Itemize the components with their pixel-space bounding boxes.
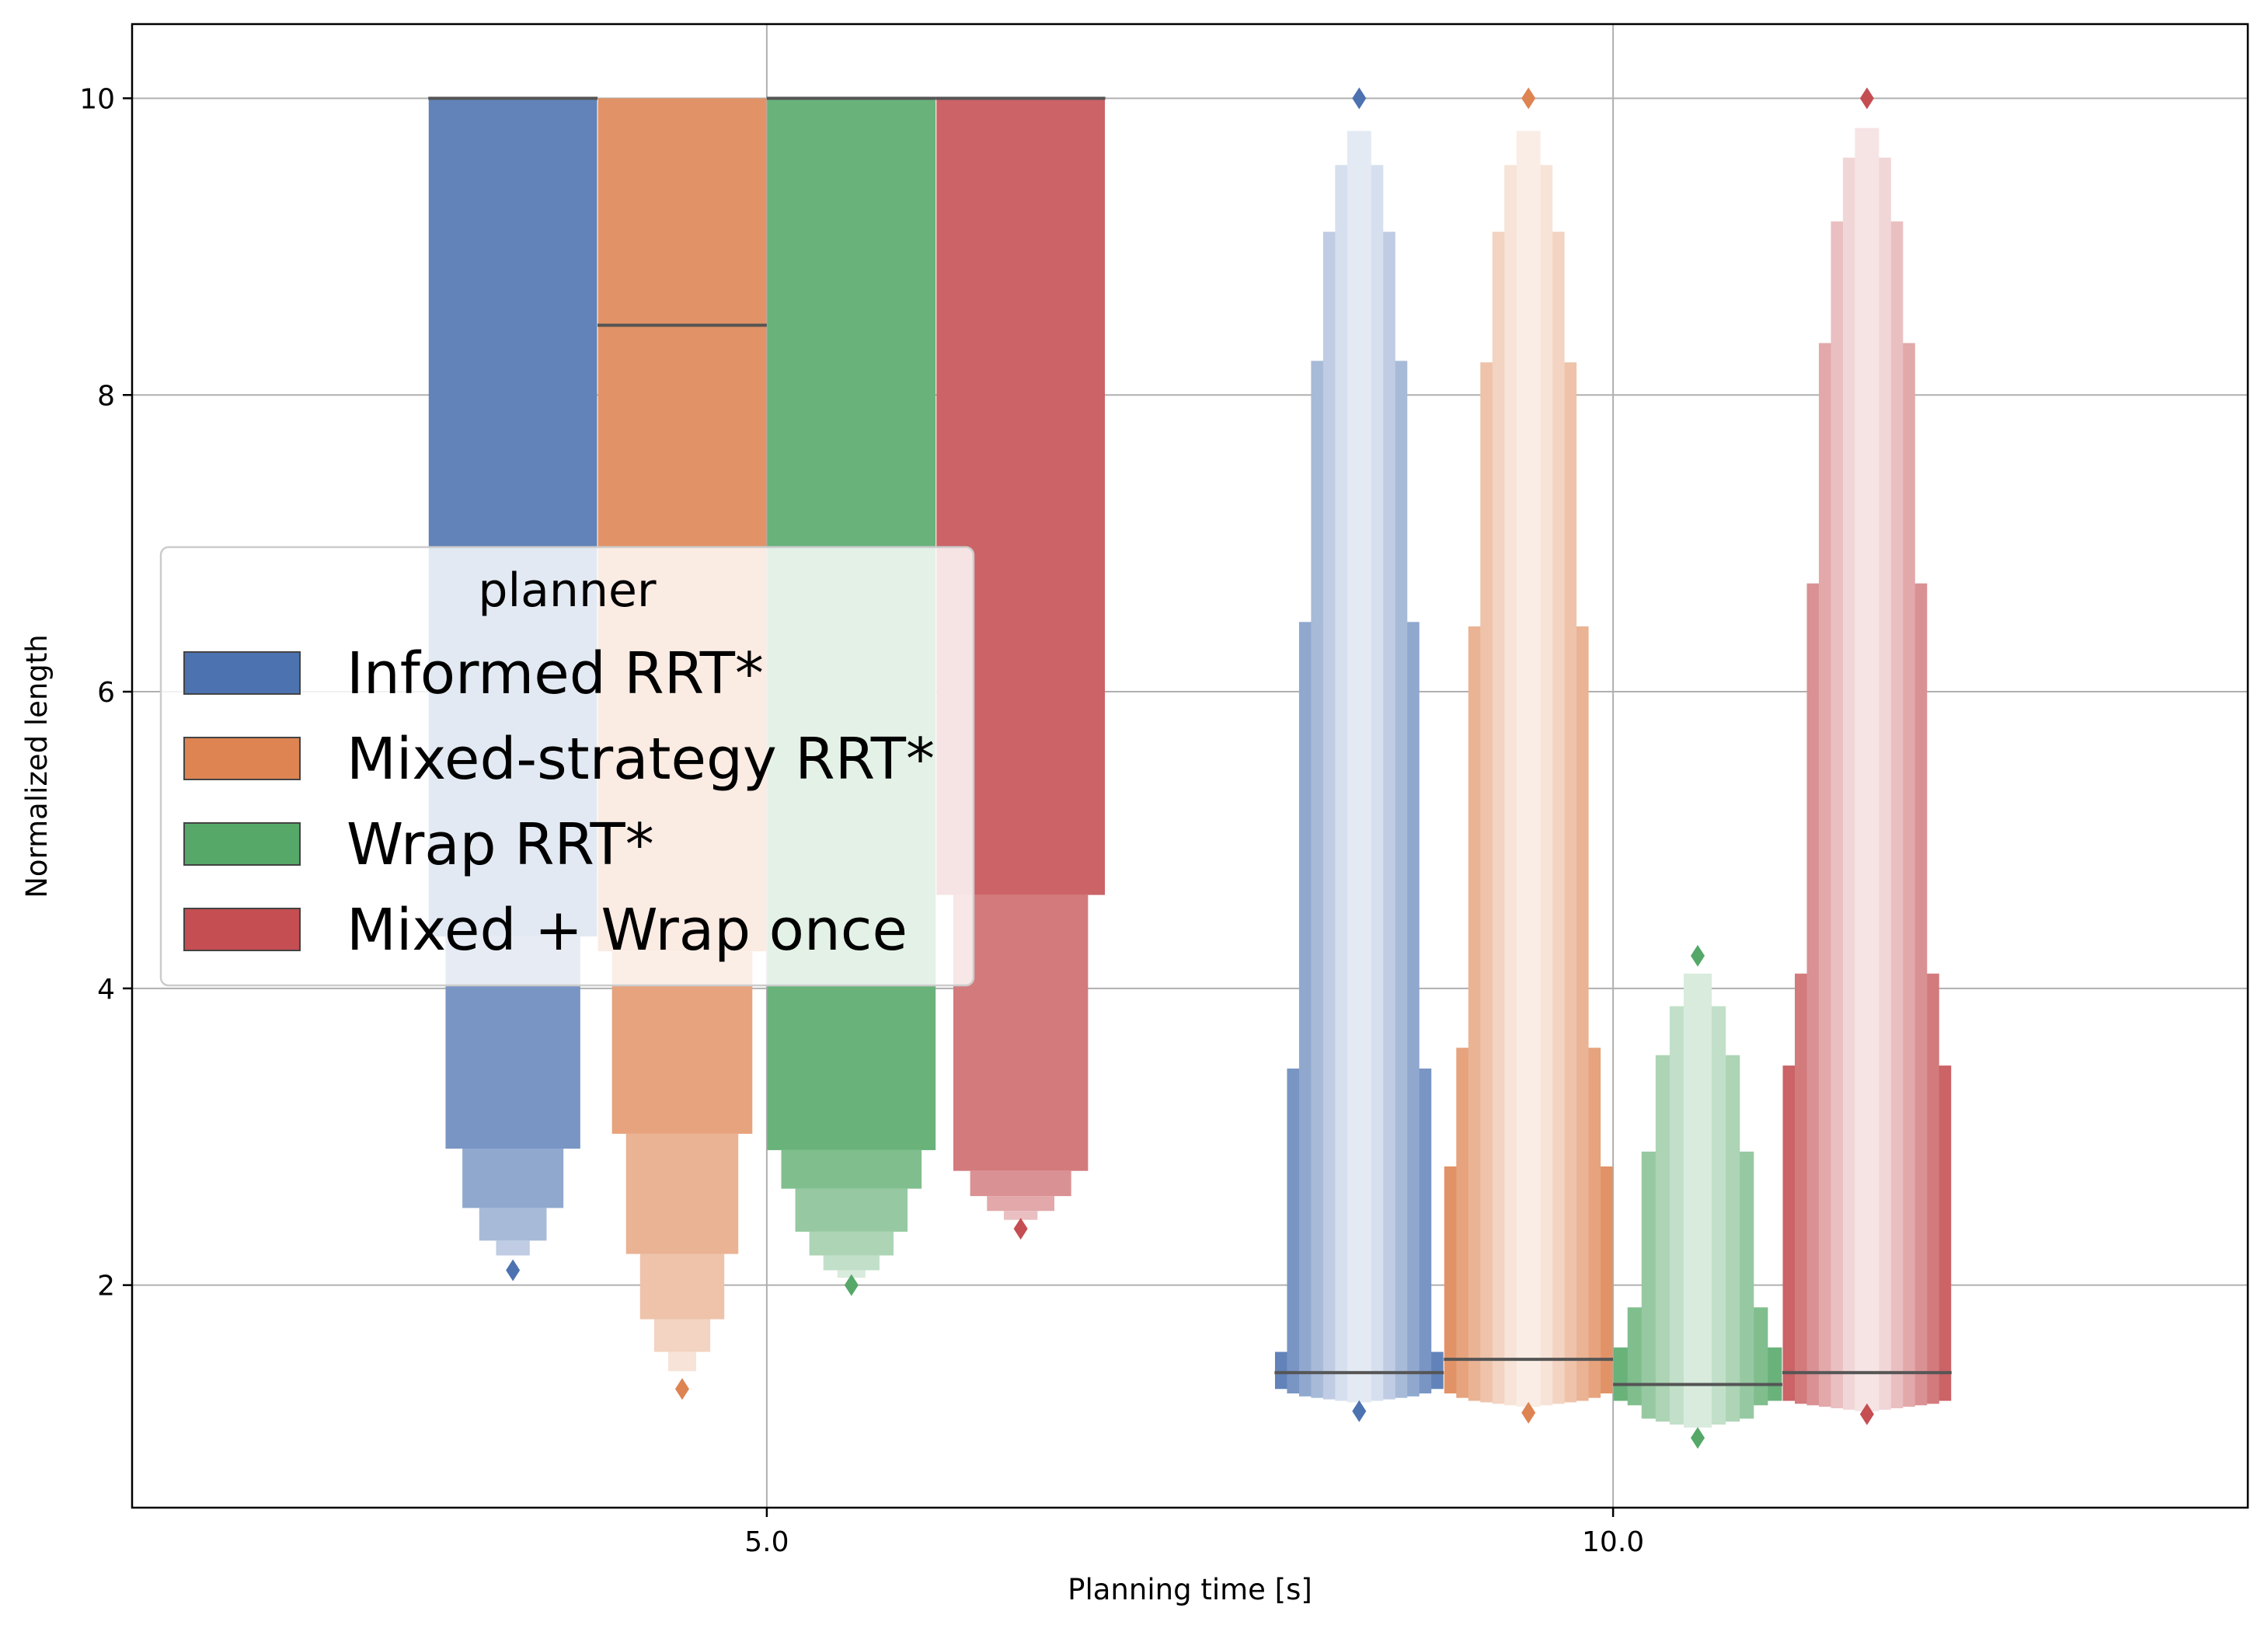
outlier-point [1859, 87, 1874, 110]
boxen-box [1516, 131, 1541, 1407]
outlier-point [1013, 1218, 1028, 1240]
legend-swatch [183, 822, 301, 866]
boxen-box [953, 894, 1089, 1171]
axes-frame [131, 23, 2249, 1509]
plot-data [428, 87, 1952, 1449]
boxen-box [1855, 127, 1880, 1411]
legend: planner Informed RRT* Mixed-strategy RRT* W… [159, 546, 975, 987]
y-tick-label: 10 [79, 83, 115, 115]
legend-label: Informed RRT* [347, 640, 764, 707]
x-tick-label: 10.0 [1582, 1526, 1644, 1558]
legend-label: Mixed-strategy RRT* [347, 726, 935, 793]
boxen-box [809, 1231, 894, 1256]
outlier-point [1352, 87, 1367, 110]
boxen-box [1683, 973, 1712, 1428]
legend-swatch [183, 737, 301, 780]
boxen-box [1003, 1211, 1038, 1220]
boxen-box [795, 1188, 908, 1232]
boxen-box [837, 1270, 866, 1278]
boxen-box [823, 1255, 880, 1271]
y-tick-label: 6 [97, 677, 115, 709]
legend-title: planner [478, 563, 656, 618]
axes: 2 4 6 8 10 5.0 10.0 Planning time [s] Normalized… [20, 23, 2249, 1606]
legend-swatch [183, 908, 301, 951]
boxen-box [970, 1170, 1071, 1197]
outlier-point [1352, 1400, 1367, 1422]
outlier-point [674, 1378, 689, 1400]
x-axis-label: Planning time [s] [1068, 1573, 1312, 1606]
boxen-box [462, 1149, 564, 1208]
outlier-point [506, 1259, 521, 1282]
boxen-box [781, 1149, 922, 1189]
y-tick-label: 2 [97, 1271, 115, 1302]
outlier-point [1859, 1403, 1874, 1425]
y-tick-label: 4 [97, 974, 115, 1006]
outlier-point [1691, 944, 1705, 967]
boxen-box [987, 1196, 1055, 1212]
boxen-box [653, 1319, 711, 1352]
boxen-box [639, 1254, 725, 1320]
boxen-box [479, 1208, 547, 1241]
boxen-box [496, 1240, 530, 1256]
boxen-box [625, 1133, 739, 1254]
boxen-box [1347, 131, 1371, 1403]
outlier-point [1521, 1401, 1536, 1424]
x-tick-label: 5.0 [744, 1526, 789, 1558]
legend-label: Mixed + Wrap once [347, 897, 908, 964]
outlier-point [844, 1274, 859, 1296]
outlier-point [1521, 87, 1536, 110]
legend-box [159, 546, 975, 987]
legend-label: Wrap RRT* [347, 811, 654, 878]
boxen-box [667, 1351, 697, 1372]
outlier-point [1691, 1427, 1705, 1449]
y-axis-label: Normalized length [20, 634, 54, 898]
y-tick-label: 8 [97, 380, 115, 412]
legend-swatch [183, 651, 301, 695]
